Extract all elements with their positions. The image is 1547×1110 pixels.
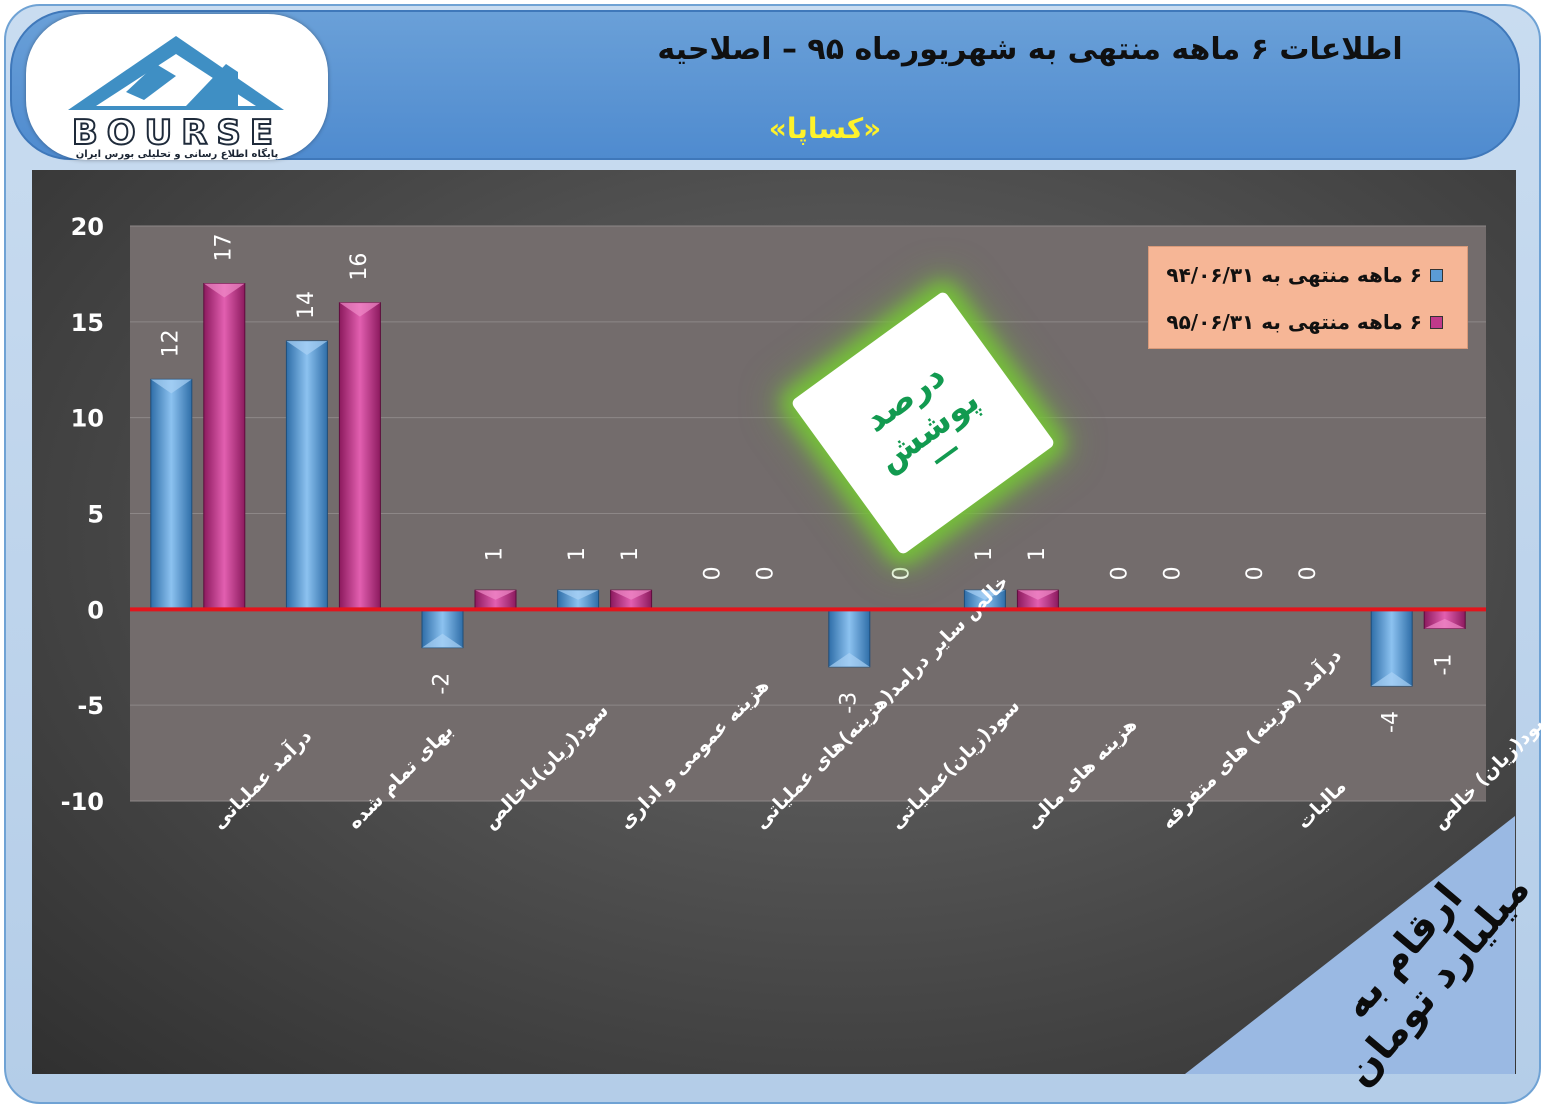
data-label-series1: -4 <box>1379 711 1404 733</box>
data-label-series2: 17 <box>211 234 236 262</box>
data-label-series2: 16 <box>347 253 372 281</box>
legend-swatch-series1 <box>1430 268 1443 282</box>
data-label-series2: 0 <box>1161 566 1186 580</box>
data-label-series1: 1 <box>565 547 590 561</box>
bar-cap-series2 <box>1424 618 1466 629</box>
logo-subtitle: پایگاه اطلاع رسانی و تحلیلی بورس ایران <box>75 149 279 160</box>
data-label-series1: 12 <box>158 329 183 357</box>
bar-series1 <box>150 378 193 610</box>
y-tick-label: 10 <box>71 405 104 433</box>
bar-cap-series1 <box>828 652 870 667</box>
data-label-series2: 0 <box>1296 566 1321 580</box>
data-label-series2: 1 <box>1025 547 1050 561</box>
data-label-series1: 0 <box>701 566 726 580</box>
bar-cap-series1 <box>964 590 1006 600</box>
legend-item: ۶ ماهه منتهی به ۹۴/۰۶/۳۱ <box>1166 260 1443 290</box>
bar-cap-series1 <box>150 379 192 394</box>
y-tick-label: 15 <box>71 309 104 337</box>
bar-cap-series1 <box>422 633 463 648</box>
data-label-series2: 1 <box>483 547 508 561</box>
bar-series2 <box>203 283 246 610</box>
y-tick-label: 5 <box>87 501 104 529</box>
data-label-series1: 1 <box>972 547 997 561</box>
company-name: «کساپا» <box>768 112 882 145</box>
bar-cap-series2 <box>339 302 381 317</box>
bar-cap-series1 <box>286 341 328 355</box>
legend-label: ۶ ماهه منتهی به ۹۵/۰۶/۳۱ <box>1166 310 1422 334</box>
data-label-series1: 14 <box>294 291 319 319</box>
data-label-series2: -1 <box>1432 654 1457 676</box>
page-title: اطلاعات ۶ ماهه منتهی به شهریورماه ۹۵ – ا… <box>657 32 1403 67</box>
data-label-series1: 0 <box>1243 566 1268 580</box>
y-tick-label: -10 <box>61 788 104 816</box>
bar-cap-series2 <box>203 283 245 298</box>
data-label-series2: 0 <box>754 566 779 580</box>
legend-swatch-series2 <box>1430 315 1443 329</box>
logo-mark-icon <box>68 36 284 110</box>
bar-series2 <box>338 302 381 610</box>
legend-label: ۶ ماهه منتهی به ۹۴/۰۶/۳۱ <box>1166 263 1422 287</box>
y-tick-label: -5 <box>77 692 104 720</box>
bar-series1 <box>285 340 328 610</box>
bar-cap-series1 <box>557 590 599 600</box>
bar-cap-series1 <box>1371 672 1413 686</box>
bar-cap-series2 <box>610 590 652 600</box>
legend-item: ۶ ماهه منتهی به ۹۵/۰۶/۳۱ <box>1166 307 1443 337</box>
data-label-series1: -3 <box>836 692 861 714</box>
logo-text: BOURSE <box>71 112 283 154</box>
data-label-series2: 1 <box>618 547 643 561</box>
bar-cap-series2 <box>475 590 516 600</box>
bourse-logo: BOURSE پایگاه اطلاع رسانی و تحلیلی بورس … <box>26 14 328 160</box>
bar-cap-series2 <box>1017 590 1059 600</box>
y-tick-label: 0 <box>87 596 104 624</box>
data-label-series1: 0 <box>1108 566 1133 580</box>
data-label-series1: -2 <box>430 673 455 695</box>
chart-legend: ۶ ماهه منتهی به ۹۴/۰۶/۳۱ ۶ ماهه منتهی به… <box>1148 246 1468 349</box>
unit-banner <box>1185 816 1515 1074</box>
y-tick-label: 20 <box>71 213 104 241</box>
data-label-series2: 0 <box>889 566 914 580</box>
